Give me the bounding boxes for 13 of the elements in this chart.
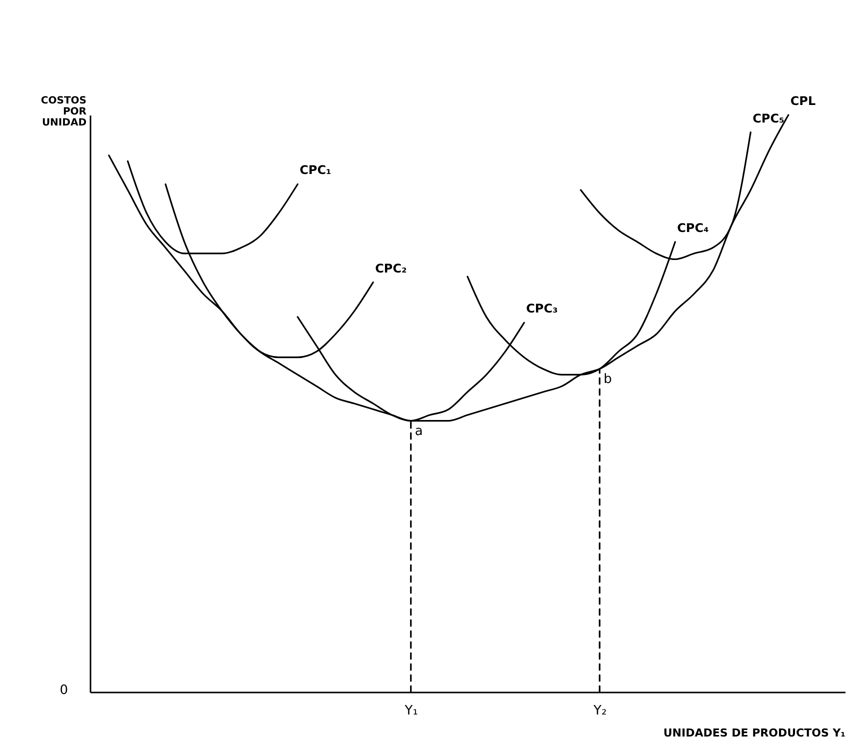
series-label: CPC₁: [300, 163, 332, 178]
series-label: CPC₃: [526, 302, 558, 316]
annotation: b: [604, 372, 612, 387]
x-tick-label: Y₂: [592, 704, 607, 718]
series-label: CPL: [790, 94, 816, 108]
x-axis-title: UNIDADES DE PRODUCTOS Y₁: [663, 726, 846, 740]
y-axis-title: COSTOS POR UNIDAD: [40, 96, 87, 128]
series-label: CPC₂: [375, 261, 407, 276]
text: 0: [60, 683, 68, 698]
series-label: CPC₅: [752, 111, 784, 126]
series-label: CPC₄: [677, 220, 709, 235]
x-tick-label: Y₁: [404, 704, 418, 718]
annotation: a: [414, 424, 423, 439]
